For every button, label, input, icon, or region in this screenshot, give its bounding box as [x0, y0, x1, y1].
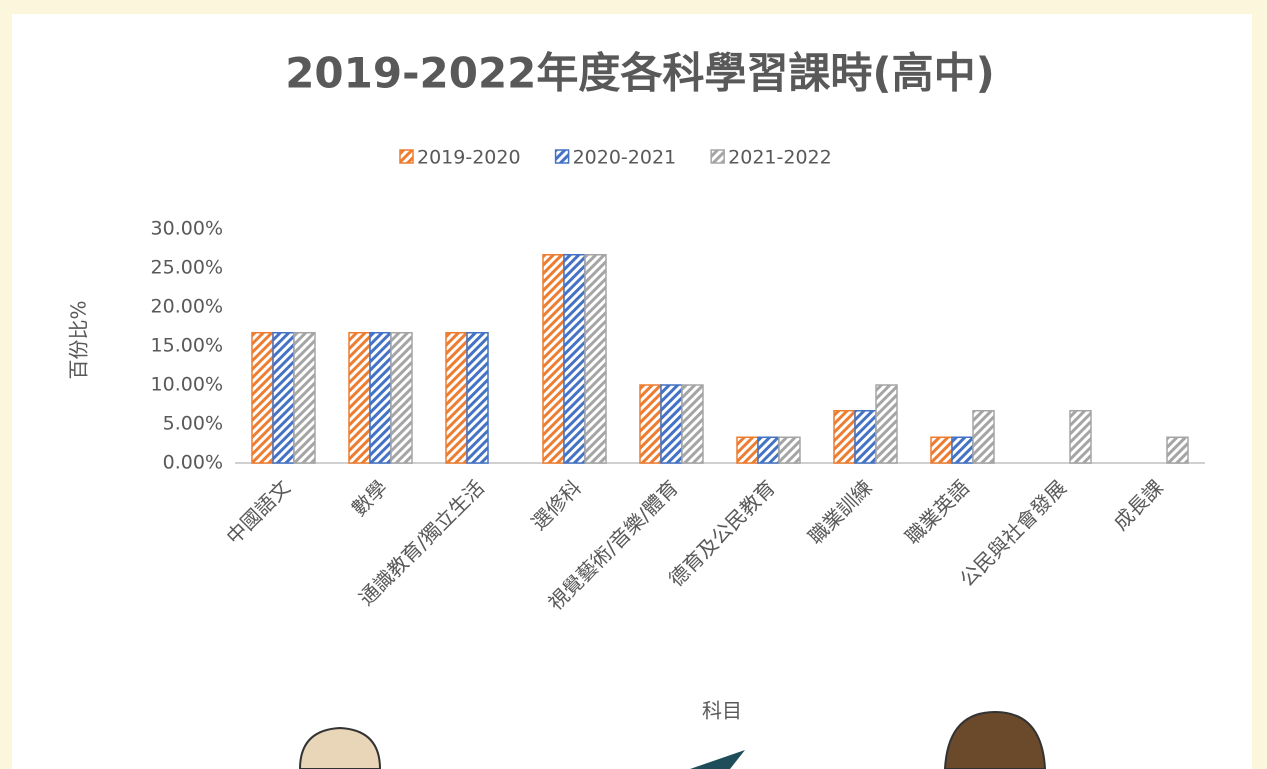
bar — [661, 385, 682, 463]
y-tick-label: 20.00% — [151, 296, 223, 318]
bar — [973, 411, 994, 463]
y-tick-label: 25.00% — [151, 257, 223, 279]
y-tick-label: 5.00% — [163, 413, 223, 435]
legend-swatch — [400, 150, 413, 163]
bar — [737, 437, 758, 463]
y-tick-label: 15.00% — [151, 335, 223, 357]
legend-swatch — [556, 150, 569, 163]
bar — [294, 333, 315, 463]
bar — [370, 333, 391, 463]
bar — [640, 385, 661, 463]
bar — [391, 333, 412, 463]
legend-label: 2020-2021 — [573, 147, 677, 169]
bar — [834, 411, 855, 463]
bar — [543, 255, 564, 463]
bar — [931, 437, 952, 463]
bar — [467, 333, 488, 463]
y-tick-label: 0.00% — [163, 452, 223, 474]
bar — [585, 255, 606, 463]
page: 2019-2022年度各科學習課時(高中) 百份比% 科目 0.00% 5.00%… — [0, 0, 1267, 769]
y-axis-title: 百份比% — [67, 300, 91, 379]
bar — [758, 437, 779, 463]
bar — [855, 411, 876, 463]
bar — [252, 333, 273, 463]
y-tick-label: 10.00% — [151, 374, 223, 396]
legend-swatch — [711, 150, 724, 163]
bar — [1167, 437, 1188, 463]
legend-label: 2019-2020 — [417, 147, 521, 169]
bar — [273, 333, 294, 463]
bar — [349, 333, 370, 463]
chart: 2019-2022年度各科學習課時(高中) 百份比% 科目 0.00% 5.00%… — [0, 0, 1267, 769]
bar — [779, 437, 800, 463]
y-tick-label: 30.00% — [151, 218, 223, 240]
legend-label: 2021-2022 — [728, 147, 832, 169]
bar — [1070, 411, 1091, 463]
bar — [952, 437, 973, 463]
bar — [446, 333, 467, 463]
bar — [682, 385, 703, 463]
chart-title: 2019-2022年度各科學習課時(高中) — [285, 49, 995, 98]
bar — [876, 385, 897, 463]
x-axis-title: 科目 — [702, 699, 742, 723]
bar — [564, 255, 585, 463]
